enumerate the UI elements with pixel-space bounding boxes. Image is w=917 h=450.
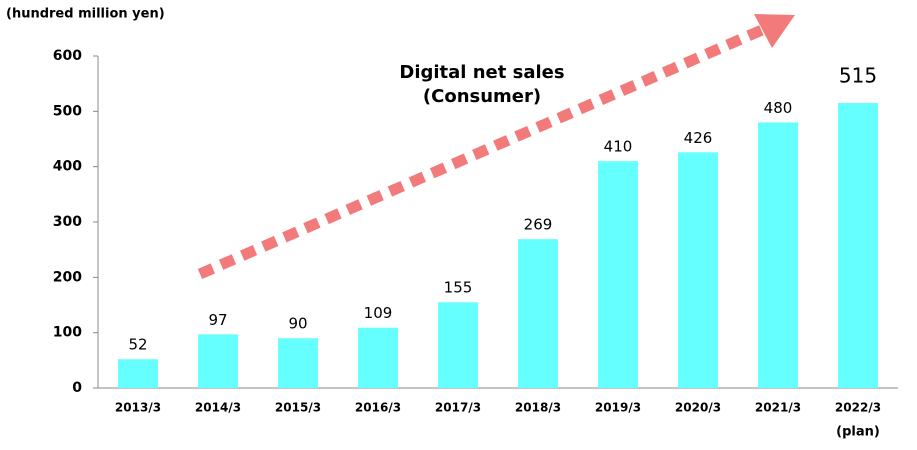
value-label: 97 [208,311,227,329]
bar [118,359,158,388]
value-label: 90 [288,315,307,333]
value-label: 155 [444,279,473,297]
y-tick-label: 600 [53,48,82,64]
y-tick-label: 0 [72,380,82,396]
x-tick-label: 2017/3 [435,401,481,415]
value-label: 480 [764,99,793,117]
y-tick-label: 300 [53,214,82,230]
y-tick-label: 500 [53,103,82,119]
y-axis-label: (hundred million yen) [6,7,165,22]
bar [678,152,718,388]
bar [758,122,798,389]
y-tick-label: 400 [53,159,82,175]
bar [198,334,238,388]
x-tick-label: 2020/3 [675,401,721,415]
bar [438,302,478,388]
x-tick-label: 2016/3 [355,401,401,415]
x-tick-label: 2013/3 [115,401,161,415]
x-tick-label: 2014/3 [195,401,241,415]
annotation: (Consumer) [423,86,541,107]
trend-arrow [197,14,795,280]
value-label: 410 [604,138,633,156]
x-tick-label: 2015/3 [275,401,321,415]
x-tick-label: 2018/3 [515,401,561,415]
bar [278,338,318,388]
value-label: 515 [839,64,877,88]
y-tick-label: 200 [53,269,82,285]
value-label: 52 [128,336,147,354]
x-tick-note: (plan) [836,425,880,440]
value-label: 426 [684,129,713,147]
bar [838,103,878,389]
x-tick-label: 2021/3 [755,401,801,415]
x-tick-label: 2019/3 [595,401,641,415]
annotation: Digital net sales [399,62,564,83]
value-label: 269 [524,216,553,234]
value-label: 109 [364,304,393,322]
bar [598,161,638,388]
y-tick-label: 100 [53,325,82,341]
bar [358,327,398,388]
x-tick-label: 2022/3 [835,401,881,415]
bar [518,239,558,388]
